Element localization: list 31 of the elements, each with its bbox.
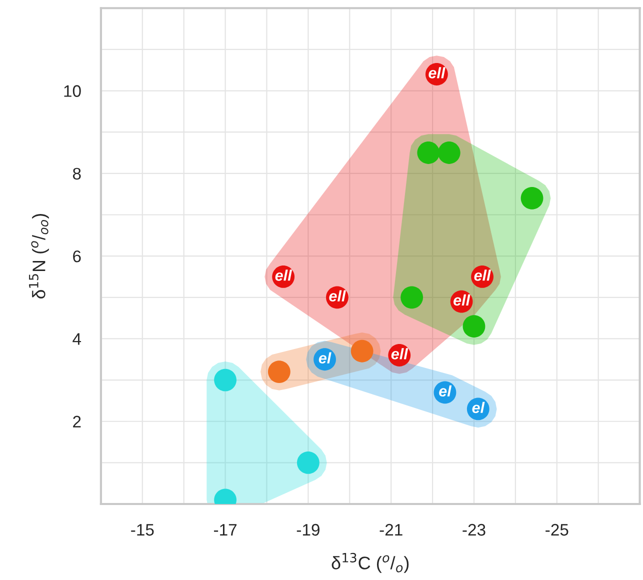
point [214,368,236,392]
y-tick-label: 8 [72,168,81,180]
point [417,142,440,164]
x-axis-title: δ$^{13}$C ($^{o}$/$_{o}$) [332,552,409,573]
point [462,315,486,338]
annotation: el [439,385,452,397]
x-tick-label: -15 [131,524,154,536]
annotation: ell [428,67,446,78]
annotation: ell [391,348,408,360]
annotation: ell [329,290,346,302]
point [268,360,290,383]
x-tick-label: -19 [296,524,320,536]
y-axis-title: δ$^{15}$N ($^{o}$/$_{oo}$) [29,214,49,299]
annotation: ell [474,270,492,281]
y-tick-label: 4 [72,333,82,345]
y-tick-label: 10 [64,85,81,97]
point [438,142,460,164]
annotation: ell [454,294,470,306]
point [520,187,544,210]
annotation: el [472,402,485,414]
y-tick-label: 6 [73,250,81,262]
x-tick-label: -23 [462,524,486,536]
x-tick-label: -17 [214,524,237,536]
annotation: ell [275,270,292,281]
x-tick-label: -25 [546,524,568,536]
point [296,451,320,474]
y-tick-label: 2 [73,416,81,428]
annotation: el [318,352,332,364]
point [350,340,374,362]
point [400,286,424,309]
x-tick-label: -21 [380,524,402,536]
